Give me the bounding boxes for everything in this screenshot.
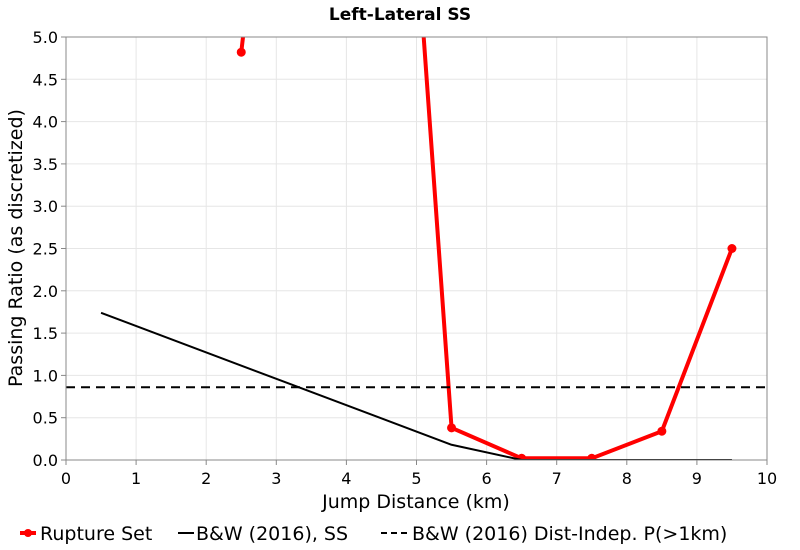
y-tick-label: 4.5 <box>33 70 58 89</box>
y-tick-label: 5.0 <box>33 28 58 47</box>
legend-label-bw-ss: B&W (2016), SS <box>196 523 348 545</box>
legend-marker-rupture-set <box>24 529 32 537</box>
legend-label-rupture-set: Rupture Set <box>40 523 152 545</box>
x-tick-label: 10 <box>757 469 777 488</box>
x-tick-label: 6 <box>482 469 492 488</box>
x-tick-label: 5 <box>411 469 421 488</box>
series-line-b-w-2016-ss <box>100 311 732 460</box>
x-axis-label: Jump Distance (km) <box>321 491 510 513</box>
y-tick-label: 1.5 <box>33 324 58 343</box>
chart-title: Left-Lateral SS <box>329 5 471 25</box>
axes: 0 1 2 3 4 5 6 7 8 9 10 0.0 0.5 1.0 1.5 2.0 2.5 3.0 3.5 4.0 4… <box>33 28 778 488</box>
x-tick-label: 1 <box>131 469 141 488</box>
x-tick-label: 4 <box>341 469 351 488</box>
data-point-rupture-set <box>236 47 246 57</box>
data-point-rupture-set <box>657 426 667 436</box>
x-tick-label: 9 <box>692 469 702 488</box>
x-tick-label: 8 <box>622 469 632 488</box>
y-tick-label: 2.0 <box>33 282 58 301</box>
y-tick-label: 3.5 <box>33 155 58 174</box>
y-tick-label: 1.0 <box>33 366 58 385</box>
y-tick-label: 3.0 <box>33 197 58 216</box>
x-tick-label: 0 <box>61 469 71 488</box>
data-point-rupture-set <box>447 423 457 433</box>
series-layer <box>66 37 767 460</box>
data-point-rupture-set <box>727 244 737 253</box>
x-tick-label: 7 <box>552 469 562 488</box>
x-tick-label: 2 <box>201 469 211 488</box>
x-tick-label: 3 <box>271 469 281 488</box>
y-tick-label: 4.0 <box>33 113 58 132</box>
y-tick-label: 2.5 <box>33 240 58 259</box>
data-point-rupture-set <box>517 453 527 460</box>
y-tick-label: 0.5 <box>33 409 58 428</box>
data-point-rupture-set <box>587 453 597 460</box>
y-tick-label: 0.0 <box>33 451 58 470</box>
series-line-rupture-set <box>239 37 734 460</box>
y-axis-label: Passing Ratio (as discretized) <box>5 109 27 387</box>
legend: Rupture Set B&W (2016), SS B&W (2016) Di… <box>20 523 727 545</box>
legend-label-bw-dist-indep: B&W (2016) Dist-Indep. P(>1km) <box>412 523 727 545</box>
